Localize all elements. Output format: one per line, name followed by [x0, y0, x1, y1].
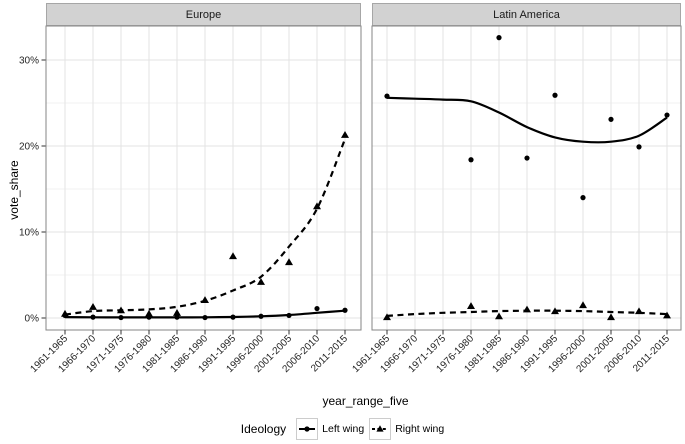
- data-point-triangle: [229, 252, 237, 260]
- legend-label: Left wing: [322, 423, 365, 435]
- legend-title: Ideology: [240, 422, 287, 436]
- data-point-triangle: [61, 309, 69, 317]
- facet-strip-label: Europe: [185, 8, 222, 21]
- y-axis-title: vote_share: [7, 160, 21, 220]
- data-point-triangle: [663, 311, 671, 319]
- data-point-circle: [552, 92, 558, 98]
- legend-item-right-wing: Right wing: [369, 418, 444, 440]
- data-point-circle: [580, 195, 586, 201]
- data-point-triangle: [635, 307, 643, 315]
- data-point-triangle: [145, 309, 153, 317]
- y-tick-label: 0%: [25, 314, 40, 325]
- trend-line-left-wing: [386, 96, 668, 144]
- data-point-circle: [230, 314, 236, 320]
- data-point-circle: [664, 112, 670, 118]
- solid-line-circle-glyph: [299, 426, 316, 432]
- data-point-circle: [496, 35, 502, 41]
- panel-background: [46, 26, 361, 330]
- data-point-circle: [314, 305, 320, 312]
- data-point-triangle: [579, 301, 587, 309]
- data-point-circle: [608, 116, 614, 122]
- data-point-triangle: [89, 303, 97, 310]
- data-point-circle: [468, 157, 474, 163]
- y-tick-label: 10%: [19, 228, 39, 239]
- data-point-triangle: [551, 307, 559, 315]
- panel-border: [45, 25, 362, 331]
- legend-label: Right wing: [395, 423, 445, 435]
- data-point-triangle: [523, 305, 531, 313]
- data-point-triangle: [467, 302, 475, 309]
- x-axis-title: year_range_five: [322, 394, 409, 408]
- right-wing-key-icon: [369, 418, 392, 440]
- y-tick-label: 30%: [19, 56, 39, 67]
- data-point-circle: [342, 307, 348, 313]
- data-point-circle: [384, 93, 390, 99]
- data-point-circle: [524, 155, 530, 161]
- data-point-triangle: [173, 309, 181, 316]
- data-point-circle: [174, 314, 180, 320]
- facet-strip-label: Latin America: [493, 8, 560, 21]
- dashed-line-triangle-glyph: [372, 425, 389, 432]
- data-point-triangle: [257, 278, 265, 285]
- legend: Ideology Left wing Right wing: [0, 416, 685, 442]
- data-point-triangle: [117, 306, 125, 314]
- data-point-circle: [636, 144, 642, 150]
- data-point-triangle: [285, 258, 293, 266]
- data-point-triangle: [201, 296, 209, 303]
- data-point-triangle: [383, 313, 391, 321]
- data-point-circle: [286, 312, 292, 319]
- data-point-triangle: [341, 131, 349, 138]
- data-point-circle: [258, 313, 264, 319]
- y-tick-label: 20%: [19, 142, 39, 153]
- data-point-circle: [202, 314, 208, 321]
- data-point-circle: [90, 314, 96, 320]
- data-point-triangle: [495, 312, 503, 320]
- legend-item-left-wing: Left wing: [296, 418, 364, 440]
- facet-strip-latin-america: Latin America: [372, 3, 681, 26]
- left-wing-key-icon: [296, 418, 319, 440]
- data-point-triangle: [607, 313, 615, 321]
- data-point-circle: [118, 314, 124, 321]
- data-point-triangle: [313, 202, 321, 210]
